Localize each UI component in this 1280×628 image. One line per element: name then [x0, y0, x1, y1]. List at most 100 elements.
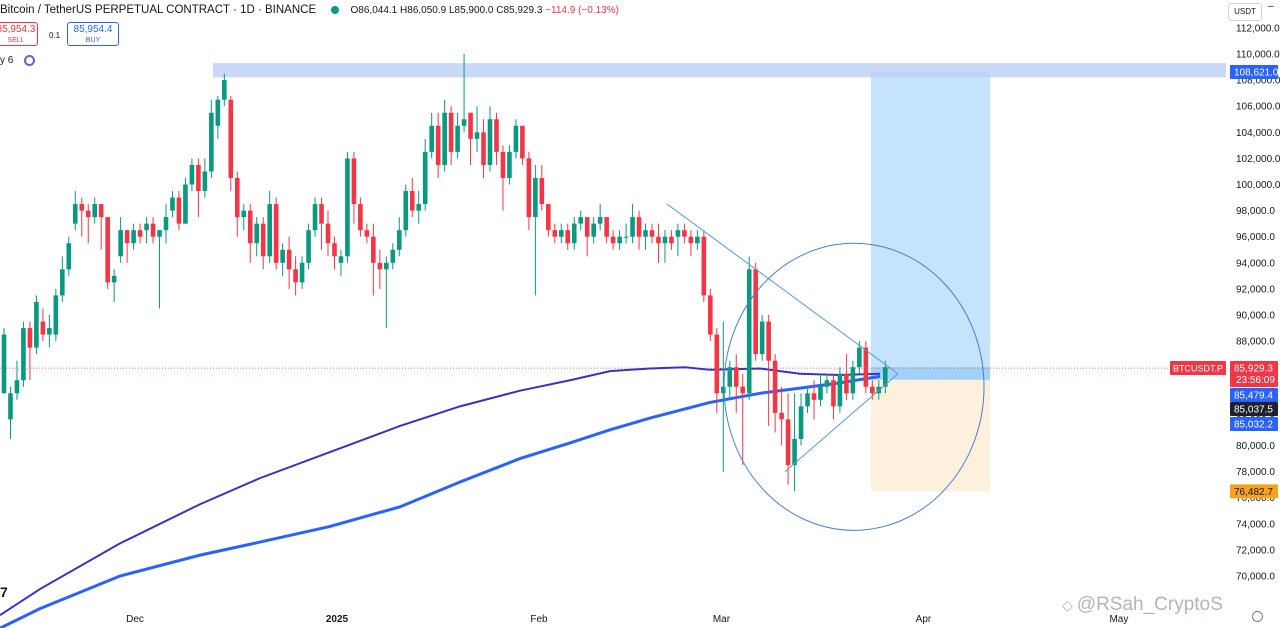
candle-body — [759, 321, 765, 355]
y-tick-label: 100,000.0 — [1236, 180, 1280, 191]
candle-body — [766, 321, 771, 361]
candle-body — [448, 112, 454, 152]
last-price-countdown: 23:56:09 — [1236, 375, 1275, 386]
order-quantity[interactable]: 0.1 — [49, 31, 61, 40]
candle-body — [60, 269, 65, 296]
candle-body — [222, 80, 227, 100]
stop-label: 76,482.7 — [1234, 487, 1273, 498]
y-tick-label: 80,000.0 — [1236, 441, 1275, 452]
candle-body — [461, 119, 467, 126]
candle-body — [416, 204, 422, 211]
candle-body — [442, 112, 447, 165]
candle-body — [189, 164, 195, 185]
candle-body — [882, 367, 888, 387]
candle-body — [520, 125, 525, 159]
candle-body — [79, 204, 85, 211]
candle-body — [675, 230, 681, 237]
watermark: ◇ @RSah_CryptoS — [1062, 594, 1223, 616]
candles-group — [1, 54, 888, 492]
candle-body — [260, 223, 266, 257]
sell-button[interactable]: 85,954.3 SELL — [0, 22, 38, 46]
candle-body — [215, 99, 221, 126]
symbol-title[interactable]: Bitcoin / TetherUS PERPETUAL CONTRACT · … — [0, 4, 317, 16]
indicator-label: y 6 — [0, 55, 14, 67]
candle-body — [546, 204, 551, 231]
candle-body — [21, 328, 26, 381]
candle-body — [805, 393, 810, 407]
candle-body — [688, 236, 694, 244]
candle-body — [740, 386, 746, 394]
last-price-label: 85,929.3 — [1234, 364, 1273, 375]
y-tick-label: 90,000.0 — [1236, 311, 1275, 322]
settings-icon[interactable] — [1252, 611, 1263, 622]
candle-body — [364, 230, 370, 237]
candle-body — [695, 236, 700, 244]
candle-body — [390, 249, 396, 263]
candle-body — [643, 230, 648, 237]
candle-body — [468, 112, 473, 139]
candle-body — [338, 256, 344, 263]
candle-body — [552, 230, 558, 237]
candle-body — [286, 249, 292, 270]
currency-selector[interactable]: USDT — [1228, 3, 1262, 21]
candle-body — [66, 243, 72, 270]
descending-resistance — [666, 203, 899, 375]
candle-body — [234, 177, 240, 218]
target-label-bg — [1230, 64, 1278, 79]
candle-body — [746, 269, 752, 394]
candle-body — [124, 230, 130, 244]
candle-body — [358, 204, 363, 231]
candle-body — [669, 236, 674, 244]
candle-body — [280, 249, 285, 263]
entry-band — [871, 367, 990, 380]
candle-body — [682, 230, 687, 237]
candle-body — [144, 223, 149, 231]
candle-body — [818, 386, 823, 400]
candle-body — [474, 132, 480, 139]
sell-price: 85,954.3 — [0, 24, 36, 35]
candle-body — [662, 236, 668, 244]
buy-button[interactable]: 85,954.4 BUY — [67, 22, 119, 46]
candle-body — [47, 328, 52, 335]
candle-body — [118, 230, 123, 257]
candle-body — [176, 197, 182, 224]
candle-body — [591, 223, 596, 237]
candle-body — [396, 230, 402, 250]
axis-menu-icon[interactable]: – — [1268, 1, 1274, 12]
candle-body — [384, 262, 389, 270]
candle-body — [267, 204, 272, 257]
indicator-settings-icon[interactable] — [24, 55, 36, 66]
candle-body — [863, 347, 869, 387]
y-tick-label: 76,000.0 — [1236, 493, 1275, 504]
ma-slow-label: 85,032.2 — [1234, 420, 1273, 431]
buy-label: BUY — [85, 37, 101, 44]
candle-body — [422, 151, 428, 205]
y-tick-label: 96,000.0 — [1236, 232, 1275, 243]
diamond-icon: ◇ — [1062, 597, 1073, 613]
candle-body — [597, 217, 603, 224]
x-tick-label: May — [1109, 614, 1128, 625]
candle-body — [481, 132, 486, 165]
candle-body — [870, 386, 875, 394]
candle-body — [558, 230, 564, 237]
candle-body — [105, 217, 110, 283]
candle-body — [831, 380, 836, 407]
candle-body — [857, 347, 862, 368]
ohlc-open: O86,044.1 — [350, 5, 398, 16]
y-tick-label: 92,000.0 — [1236, 284, 1275, 295]
candle-body — [98, 204, 104, 218]
indicator-legend[interactable]: y 6 — [0, 55, 36, 67]
y-tick-label: 70,000.0 — [1236, 572, 1275, 583]
entry-label: 85,037.5 — [1234, 405, 1273, 416]
candle-body — [409, 191, 415, 211]
candle-body — [377, 262, 383, 270]
candle-body — [798, 406, 804, 439]
candle-body — [753, 269, 758, 355]
candle-body — [837, 373, 843, 407]
ohlc-high: H86,050.9 — [400, 5, 447, 16]
candle-body — [850, 367, 856, 394]
candle-body — [500, 151, 506, 178]
candle-body — [429, 125, 434, 152]
candle-body — [844, 373, 849, 394]
